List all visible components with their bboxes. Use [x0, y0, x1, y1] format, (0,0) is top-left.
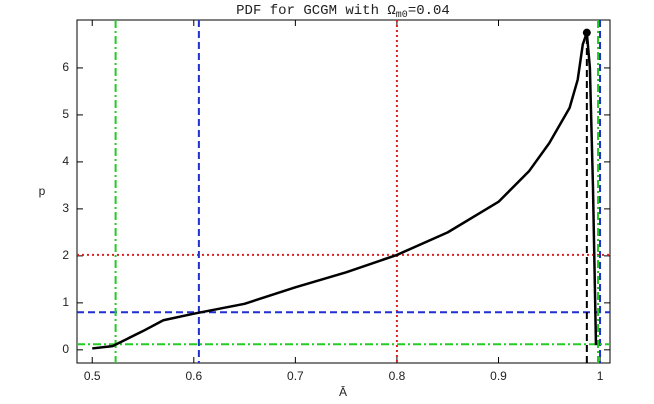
y-tick-label: 4 [62, 154, 69, 168]
x-axis-label: Ā [339, 385, 347, 399]
y-tick-label: 1 [62, 295, 69, 309]
data-line [92, 31, 598, 350]
title-tail: =0.04 [408, 3, 450, 19]
x-tick-label: 1 [597, 369, 604, 383]
y-tick-label: 5 [62, 107, 69, 121]
title-subscript: m0 [396, 10, 408, 21]
peak-marker [582, 28, 591, 37]
y-axis-label: p [39, 184, 46, 198]
x-tick-label: 0.7 [287, 369, 304, 383]
title-main: PDF for GCGM with Ω [236, 3, 396, 19]
x-tick-label: 0.6 [185, 369, 202, 383]
chart-title: PDF for GCGM with Ωm0=0.04 [236, 3, 450, 21]
y-tick-label: 3 [62, 201, 69, 215]
y-tick-label: 6 [62, 60, 69, 74]
plot-frame [76, 19, 611, 364]
x-tick-label: 0.9 [490, 369, 507, 383]
y-tick-label: 0 [62, 342, 69, 356]
x-tick-label: 0.8 [389, 369, 406, 383]
y-tick-label: 2 [62, 248, 69, 262]
x-tick-label: 0.5 [84, 369, 101, 383]
